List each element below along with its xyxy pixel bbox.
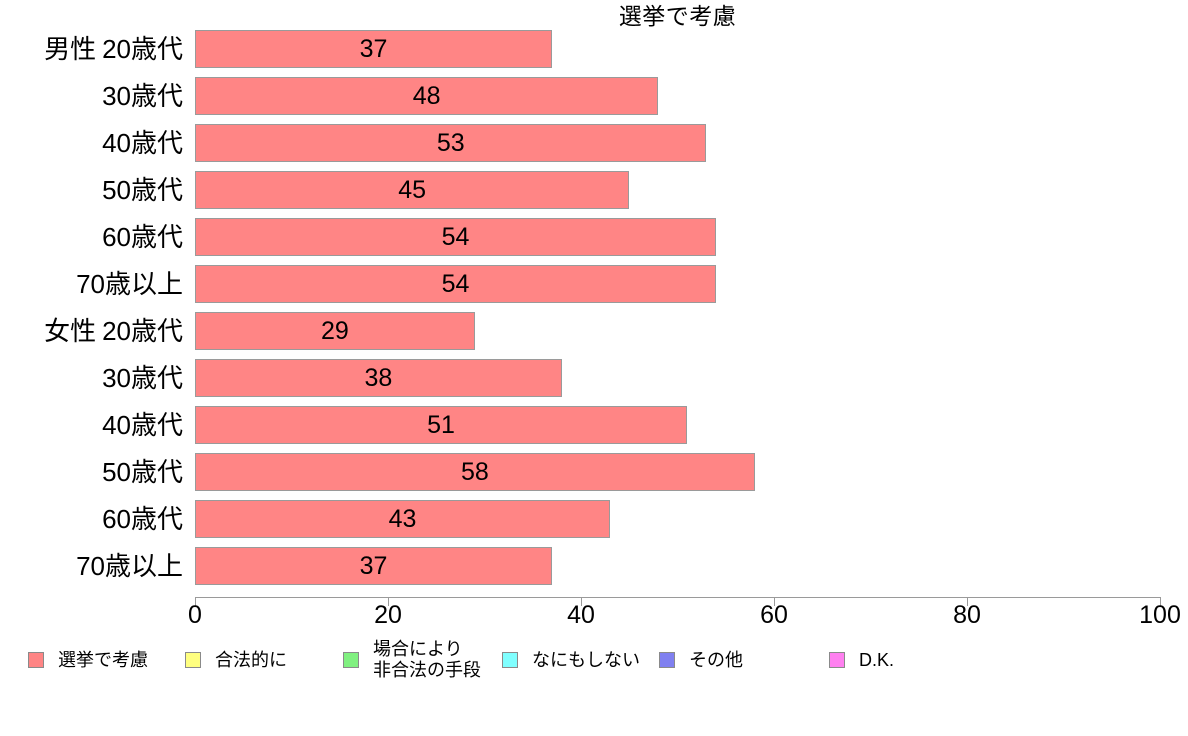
category-label: 50歳代	[0, 452, 183, 492]
bar	[195, 406, 688, 444]
category-label: 60歳代	[0, 217, 183, 257]
bar	[195, 171, 630, 209]
x-axis-tick	[1160, 597, 1161, 606]
x-axis-tick	[581, 597, 582, 606]
x-axis-tick-label: 0	[188, 601, 202, 629]
bar	[195, 500, 610, 538]
legend-label: 場合により 非合法の手段	[373, 639, 481, 680]
category-label: 女性 20歳代	[0, 311, 183, 351]
legend-item[interactable]: その他	[659, 636, 743, 684]
x-axis-tick-label: 100	[1139, 601, 1181, 629]
bar-value-label: 37	[359, 35, 388, 63]
legend-label: D.K.	[859, 649, 895, 670]
category-age-label: 40歳代	[102, 128, 183, 158]
bar-row: 51	[195, 404, 1160, 451]
bar	[195, 124, 707, 162]
legend-item[interactable]: 選挙で考慮	[28, 636, 148, 684]
category-age-label: 30歳代	[102, 363, 183, 393]
bar-value-label: 51	[427, 411, 455, 439]
legend-item[interactable]: D.K.	[829, 636, 894, 684]
x-axis-tick-label: 60	[760, 601, 788, 629]
category-age-label: 40歳代	[102, 410, 183, 440]
category-label: 40歳代	[0, 123, 183, 163]
bar-value-label: 58	[460, 458, 489, 486]
bar-row: 54	[195, 216, 1160, 263]
bar	[195, 453, 755, 491]
x-axis-tick-label: 80	[953, 601, 981, 629]
legend-label: その他	[689, 649, 743, 670]
bar-row: 29	[195, 310, 1160, 357]
legend-swatch-icon	[502, 652, 518, 668]
x-axis-tick	[774, 597, 775, 606]
bar-row: 38	[195, 357, 1160, 404]
legend-label: 合法的に	[215, 649, 287, 670]
category-label: 70歳以上	[0, 546, 183, 586]
x-axis-tick	[195, 597, 196, 606]
x-axis-tick-label: 20	[374, 601, 402, 629]
legend-swatch-icon	[829, 652, 845, 668]
bar-row: 37	[195, 28, 1160, 75]
category-age-label: 60歳代	[102, 504, 183, 534]
bar-value-label: 37	[359, 552, 388, 580]
category-group-label: 女性	[44, 316, 97, 346]
category-label: 30歳代	[0, 76, 183, 116]
category-group-label: 男性	[44, 34, 97, 64]
bar	[195, 265, 717, 303]
x-axis-tick-label: 40	[567, 601, 595, 629]
bar	[195, 547, 553, 585]
x-axis-tick	[967, 597, 968, 606]
bar-value-label: 45	[398, 176, 427, 204]
bar	[195, 77, 659, 115]
chart-legend: 選挙で考慮 合法的に 場合により 非合法の手段 なにもしない その他 D.K.	[0, 636, 1188, 692]
x-axis-line	[195, 597, 1160, 598]
bar	[195, 359, 562, 397]
category-label: 男性 20歳代	[0, 29, 183, 69]
category-label: 50歳代	[0, 170, 183, 210]
category-age-label: 20歳代	[102, 34, 183, 64]
bar-value-label: 43	[388, 505, 417, 533]
bar-value-label: 53	[436, 129, 465, 157]
legend-label: なにもしない	[532, 649, 640, 670]
category-age-label: 30歳代	[102, 81, 183, 111]
bar-value-label: 54	[441, 223, 470, 251]
category-age-label: 70歳以上	[76, 269, 183, 299]
legend-label: 選挙で考慮	[58, 649, 148, 670]
x-axis-tick	[388, 597, 389, 606]
legend-swatch-icon	[28, 652, 44, 668]
bar-value-label: 38	[364, 364, 393, 392]
plot-area: 37 48 53 45 54 54 29 38 51 58 43 37	[195, 28, 1160, 598]
bar-value-label: 48	[412, 82, 441, 110]
bar-value-label: 54	[441, 270, 470, 298]
bar-row: 48	[195, 75, 1160, 122]
legend-item[interactable]: 場合により 非合法の手段	[343, 636, 481, 684]
category-age-label: 50歳代	[102, 175, 183, 205]
bar	[195, 30, 553, 68]
legend-item[interactable]: 合法的に	[185, 636, 287, 684]
legend-item[interactable]: なにもしない	[502, 636, 640, 684]
category-age-label: 70歳以上	[76, 551, 183, 581]
category-label: 40歳代	[0, 405, 183, 445]
legend-swatch-icon	[343, 652, 359, 668]
category-label: 30歳代	[0, 358, 183, 398]
category-age-label: 60歳代	[102, 222, 183, 252]
bar-row: 58	[195, 451, 1160, 498]
chart-title: 選挙で考慮	[618, 3, 737, 29]
bar-value-label: 29	[321, 317, 349, 345]
category-age-label: 50歳代	[102, 457, 183, 487]
category-label: 60歳代	[0, 499, 183, 539]
category-label: 70歳以上	[0, 264, 183, 304]
bar-row: 54	[195, 263, 1160, 310]
bar	[195, 218, 717, 256]
legend-swatch-icon	[185, 652, 201, 668]
bar-row: 43	[195, 498, 1160, 545]
legend-swatch-icon	[659, 652, 675, 668]
category-age-label: 20歳代	[102, 316, 183, 346]
bar-row: 53	[195, 122, 1160, 169]
bar	[195, 312, 475, 350]
bar-row: 37	[195, 545, 1160, 592]
bar-row: 45	[195, 169, 1160, 216]
